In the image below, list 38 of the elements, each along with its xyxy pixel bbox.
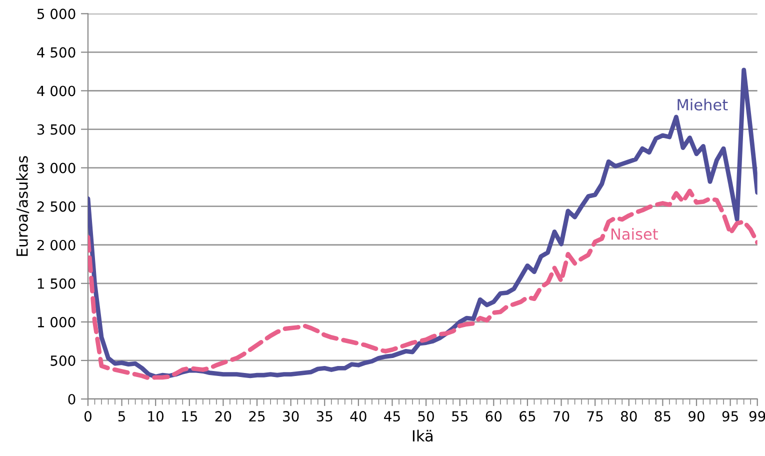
x-tick-label: 65 <box>520 411 536 422</box>
x-tick-label: 95 <box>722 411 738 422</box>
x-tick-label: 0 <box>84 411 92 422</box>
x-tick-label: 25 <box>249 411 265 422</box>
x-tick-label: 45 <box>384 411 400 422</box>
x-axis-title: Ikä <box>412 430 432 442</box>
x-tick-label: 5 <box>118 411 125 422</box>
x-tick-label: 80 <box>620 411 637 422</box>
series-label: Miehet <box>678 98 728 110</box>
x-tick-label: 60 <box>486 411 502 422</box>
x-tick-label: 15 <box>182 411 198 422</box>
y-tick-label: 3 500 <box>37 124 76 135</box>
y-tick-label: 4 000 <box>37 86 76 96</box>
x-tick-label: 70 <box>554 411 570 422</box>
y-tick-label: 1 000 <box>38 316 76 328</box>
y-tick-label: 500 <box>50 355 76 366</box>
x-tick-label: 85 <box>654 411 670 422</box>
x-tick-label: 99 <box>749 411 765 422</box>
y-tick-label: 0 <box>68 394 76 404</box>
x-tick-label: 90 <box>688 411 704 422</box>
x-tick-label: 40 <box>350 411 366 422</box>
x-tick-label: 10 <box>148 411 164 422</box>
x-tick-label: 20 <box>215 411 232 422</box>
line-series <box>88 68 758 379</box>
y-tick-label: 1 500 <box>38 278 76 289</box>
series-label: Naiset <box>611 228 658 240</box>
y-tick-label: 5 000 <box>37 8 76 20</box>
y-tick-label: 2 000 <box>37 240 76 250</box>
y-axis-title: Euroa/asukas <box>16 156 30 256</box>
x-tick-label: 35 <box>316 411 332 422</box>
x-tick-label: 55 <box>452 411 468 422</box>
y-tick-label: 4 500 <box>37 47 76 58</box>
x-tick-label: 30 <box>283 411 299 422</box>
y-tick-label: 3 000 <box>37 162 76 174</box>
x-tick-label: 50 <box>418 411 434 422</box>
line-series <box>88 188 758 380</box>
y-tick-label: 2 500 <box>37 201 76 212</box>
x-tick-label: 75 <box>587 411 603 422</box>
